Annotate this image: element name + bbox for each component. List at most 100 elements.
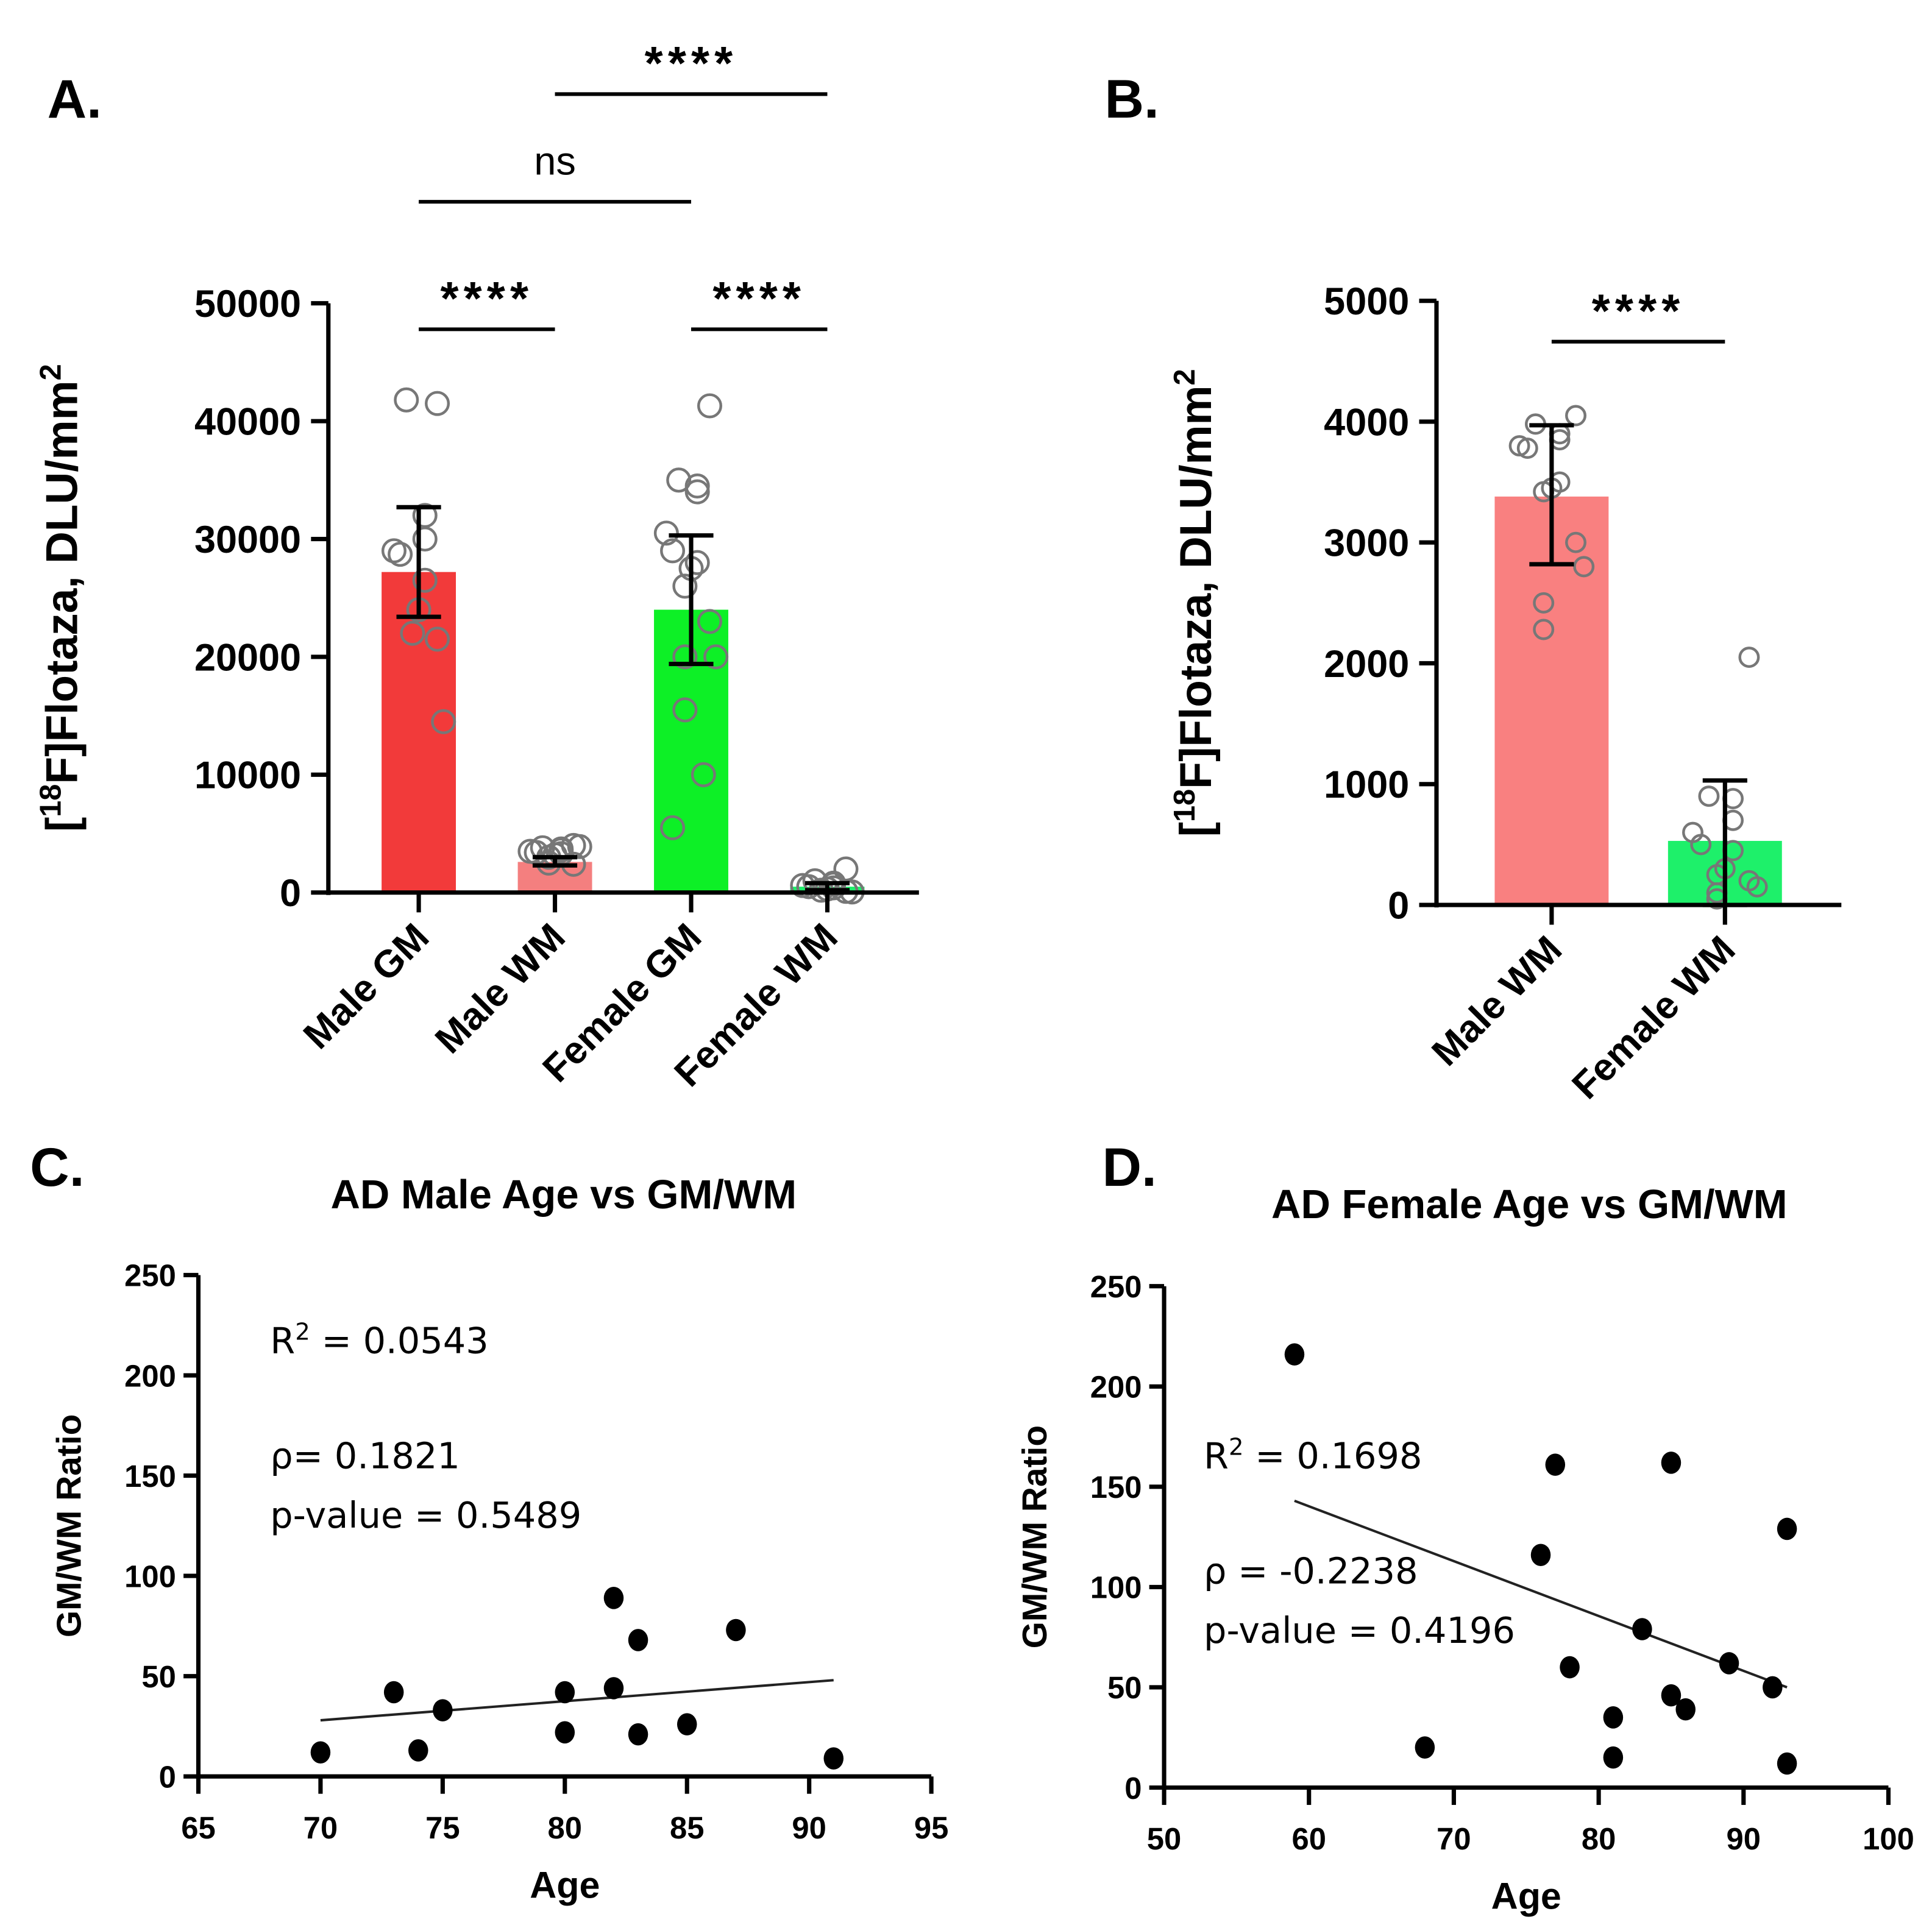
significance-label: ns: [534, 138, 576, 183]
data-point: [697, 393, 722, 419]
significance-label: ****: [645, 37, 738, 90]
x-tick-label: 80: [548, 1810, 582, 1845]
regression-line: [1294, 1499, 1788, 1689]
x-tick-label: 80: [1582, 1821, 1616, 1856]
data-point: [823, 1747, 844, 1770]
data-point: [1690, 834, 1712, 856]
y-tick-label: 50: [141, 1659, 176, 1694]
data-point: [1545, 1453, 1566, 1476]
x-tick-label: Male WM: [1424, 928, 1570, 1074]
data-point: [1746, 876, 1768, 898]
x-tick-label: 90: [792, 1810, 826, 1845]
data-point: [684, 473, 710, 499]
data-point: [383, 1681, 404, 1704]
panel-c: 0 50 100 150 200 250 65 70 75 80 85 90 95 Age GM/WM Ra…: [50, 1258, 948, 1906]
y-tick-label: 250: [1090, 1269, 1142, 1304]
data-point: [536, 850, 561, 876]
y-tick-label: 100: [1090, 1570, 1142, 1605]
y-tick-label: 50: [1107, 1670, 1142, 1705]
y-tick-label: 0: [280, 872, 301, 915]
x-axis-label: Age: [1491, 1876, 1561, 1917]
data-point: [1530, 1544, 1551, 1567]
data-point: [412, 526, 438, 552]
significance-label: ****: [712, 272, 806, 325]
x-tick-label: Female WM: [1564, 928, 1743, 1107]
chart-title-c: AD Male Age vs GM/WM: [330, 1172, 797, 1218]
data-point: [628, 1629, 648, 1651]
data-point: [684, 550, 710, 575]
data-point: [567, 834, 592, 859]
y-tick-label: 3000: [1324, 522, 1409, 565]
panel-label-d: D.: [1102, 1136, 1156, 1197]
data-point: [1603, 1706, 1624, 1729]
data-point: [433, 1699, 453, 1721]
data-point: [677, 1713, 697, 1735]
data-point: [1675, 1698, 1696, 1721]
data-point: [1632, 1618, 1652, 1640]
data-point: [412, 567, 438, 593]
p-value-annotation: p-value = 0.4196: [1204, 1609, 1515, 1651]
data-point: [1565, 405, 1586, 427]
data-point: [653, 520, 679, 546]
data-point: [1661, 1452, 1682, 1474]
significance-label: ****: [440, 272, 533, 325]
y-axis-label: GM/WM Ratio: [1016, 1425, 1054, 1648]
y-tick-label: 40000: [194, 400, 301, 443]
significance-label: ****: [1592, 285, 1685, 337]
data-point: [684, 479, 710, 505]
x-tick-label: 75: [425, 1810, 460, 1845]
data-point: [425, 391, 450, 416]
data-point: [388, 542, 413, 567]
data-point: [603, 1677, 624, 1700]
data-point: [1777, 1517, 1797, 1540]
data-point: [1603, 1746, 1624, 1769]
data-point: [1415, 1736, 1435, 1759]
y-tick-label: 2000: [1324, 643, 1409, 686]
regression-line: [320, 1679, 834, 1722]
panel-label-c: C.: [30, 1136, 84, 1197]
y-tick-label: 4000: [1324, 401, 1409, 444]
x-tick-label: Male GM: [296, 915, 438, 1057]
data-point: [408, 1739, 428, 1762]
data-point: [1763, 1676, 1783, 1699]
data-point: [603, 1587, 624, 1609]
data-point: [1698, 785, 1720, 807]
data-point: [672, 697, 698, 723]
data-point: [1738, 647, 1760, 668]
x-tick-label: 60: [1291, 1821, 1326, 1856]
data-point: [726, 1618, 746, 1642]
y-tick-label: 30000: [194, 519, 301, 561]
data-point: [1661, 1684, 1682, 1707]
y-tick-label: 200: [1090, 1370, 1142, 1405]
data-point: [796, 874, 822, 899]
x-tick-label: 90: [1727, 1821, 1761, 1856]
data-point: [425, 626, 450, 652]
y-tick-label: 0: [159, 1760, 176, 1795]
y-axis-label: [18F]Flotaza, DLU/mm2: [1168, 369, 1221, 837]
data-point: [310, 1741, 331, 1764]
data-point: [1533, 592, 1555, 614]
data-point: [691, 762, 716, 787]
data-point: [660, 538, 686, 564]
data-point: [1284, 1343, 1305, 1366]
rho-annotation: ρ= 0.1821: [270, 1434, 460, 1477]
y-tick-label: 100: [124, 1559, 176, 1594]
y-tick-label: 150: [1090, 1470, 1142, 1505]
y-axis-label: [18F]Flotaza, DLU/mm2: [34, 364, 87, 832]
x-tick-label: Male WM: [427, 915, 574, 1062]
data-point: [555, 1681, 575, 1704]
data-point: [1573, 556, 1595, 578]
y-tick-label: 0: [1124, 1771, 1142, 1806]
data-point: [703, 644, 729, 670]
data-point: [1533, 619, 1555, 640]
x-tick-label: 65: [181, 1810, 215, 1845]
data-point: [672, 644, 698, 670]
data-point: [431, 709, 456, 734]
x-tick-label: 50: [1147, 1821, 1181, 1856]
data-point: [394, 387, 419, 413]
data-point: [666, 467, 692, 493]
